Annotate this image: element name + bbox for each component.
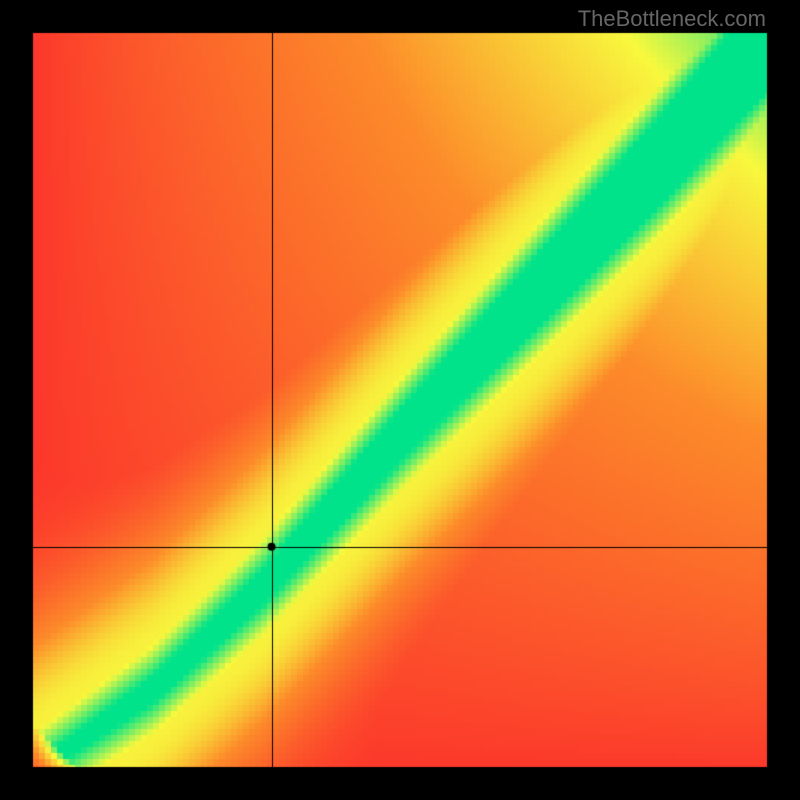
watermark-text: TheBottleneck.com [578, 6, 766, 32]
heatmap-canvas [0, 0, 800, 800]
chart-container: { "canvas": { "width": 800, "height": 80… [0, 0, 800, 800]
